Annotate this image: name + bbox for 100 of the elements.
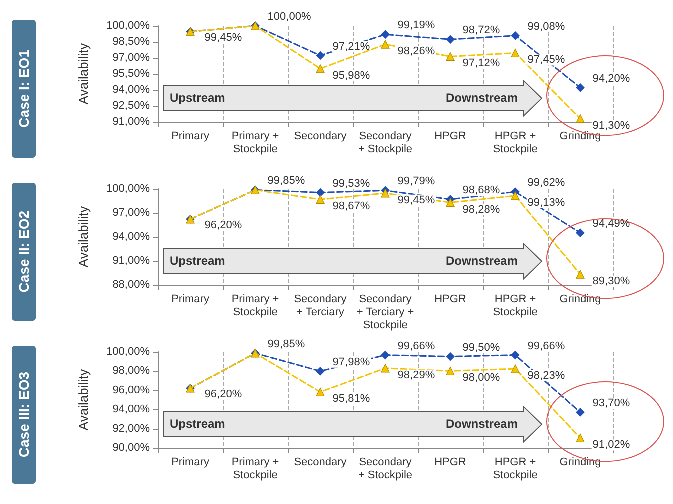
y-tick-label: 97,00% (112, 207, 150, 219)
y-tick-label: 96,00% (112, 384, 150, 396)
point (511, 48, 520, 58)
point (446, 366, 455, 376)
x-tick-label: Primary + Stockpile (232, 130, 280, 156)
x-tick-label: HPGR + Stockpile (493, 294, 538, 318)
data-label: 98,26% (398, 46, 436, 58)
data-label: 97,45% (528, 54, 566, 66)
y-tick-label: 97,00% (112, 52, 150, 64)
data-label: 95,98% (332, 70, 370, 82)
point (446, 35, 455, 44)
x-tick-label: Primary + Stockpile (232, 294, 280, 318)
data-label: 99,19% (398, 20, 436, 32)
point (576, 408, 585, 417)
data-label: 97,21% (332, 40, 370, 53)
annotation: Downstream (446, 416, 518, 433)
data-label: 99,66% (398, 340, 436, 352)
x-tick-label: Secondary + Terciary + Stockpile (356, 294, 414, 332)
point (446, 52, 455, 62)
data-label: 97,12% (462, 58, 500, 70)
point (576, 84, 585, 92)
x-tick-label: Secondary + Terciary (294, 294, 348, 318)
point (381, 364, 390, 373)
x-tick-label: Primary (172, 130, 210, 142)
annotation: Upstream (170, 252, 226, 270)
data-label: 98,28% (462, 204, 500, 216)
x-tick-label: Secondary + Stockpile (358, 456, 413, 482)
point (511, 32, 520, 40)
y-tick-label: 91,00% (112, 116, 150, 128)
point (446, 352, 455, 362)
x-tick-label: Secondary (294, 456, 348, 468)
data-label: 99,85% (268, 338, 306, 350)
y-tick-label: 90,00% (112, 442, 150, 454)
text: Case I: EO1 (16, 50, 32, 128)
y-tick-label: 94,00% (112, 404, 150, 416)
data-label: 98,00% (462, 372, 500, 384)
x-tick-label: Secondary (294, 130, 348, 142)
point (511, 192, 520, 200)
data-label: 99,53% (332, 178, 370, 190)
point (511, 364, 520, 374)
point (316, 367, 325, 376)
data-label: 99,45% (204, 32, 242, 44)
data-label: 98,29% (398, 369, 436, 382)
y-tick-label: 88,00% (112, 279, 150, 291)
y-tick-label: 100,00% (106, 183, 150, 195)
data-label: 99,13% (528, 196, 566, 209)
y-tick-label: 98,50% (112, 36, 150, 48)
data-label: 98,68% (462, 184, 500, 197)
y-tick-label: 91,00% (112, 255, 150, 267)
annotation: Downstream (446, 252, 518, 270)
point (381, 40, 390, 49)
point (446, 198, 455, 208)
x-tick-label: Grinding (560, 294, 602, 306)
y-tick-label: 95,50% (112, 68, 150, 80)
data-label: 98,23% (528, 370, 566, 382)
y-tick-label: 94,00% (112, 84, 150, 96)
point (576, 114, 585, 124)
data-label: 99,85% (268, 175, 306, 188)
y-axis-title: Availability (76, 42, 91, 105)
x-tick-label: Grinding (560, 456, 602, 468)
point (316, 195, 325, 204)
x-tick-label: HPGR (434, 456, 466, 468)
data-label: 99,08% (528, 20, 566, 33)
y-tick-label: 100,00% (106, 346, 150, 358)
data-label: 89,30% (592, 276, 630, 288)
data-label: 99,66% (528, 340, 566, 352)
x-tick-label: Secondary + Stockpile (358, 130, 413, 156)
point (576, 228, 585, 238)
x-tick-label: HPGR + Stockpile (493, 130, 538, 156)
y-axis-title: Availability (76, 206, 91, 268)
data-label: 96,20% (204, 388, 242, 400)
y-tick-label: 98,00% (112, 365, 150, 378)
data-label: 91,02% (592, 439, 630, 452)
annotation: Downstream (446, 90, 518, 107)
point (316, 51, 325, 60)
x-tick-label: HPGR (434, 130, 466, 142)
data-label: 94,49% (592, 218, 630, 230)
annotation: Upstream (170, 90, 226, 107)
data-label: 99,79% (398, 176, 436, 188)
point (381, 350, 390, 360)
point (316, 388, 325, 397)
data-label: 96,20% (204, 219, 242, 232)
data-label: 97,98% (332, 356, 370, 368)
data-label: 99,62% (528, 177, 566, 190)
x-tick-label: Primary + Stockpile (232, 456, 280, 482)
point (381, 189, 390, 198)
y-tick-label: 94,00% (112, 231, 150, 243)
text: Case III: EO3 (16, 372, 32, 458)
data-label: 98,72% (462, 24, 500, 37)
x-tick-label: Primary (172, 456, 210, 468)
data-label: 99,45% (398, 194, 436, 206)
data-label: 94,20% (592, 72, 630, 85)
text: Case II: EO2 (16, 211, 32, 293)
x-tick-label: Primary (172, 294, 210, 306)
y-tick-label: 92,00% (112, 422, 150, 435)
y-axis-title: Availability (76, 368, 91, 431)
data-label: 93,70% (592, 397, 630, 410)
point (511, 350, 520, 360)
point (316, 64, 325, 74)
point (576, 434, 585, 443)
